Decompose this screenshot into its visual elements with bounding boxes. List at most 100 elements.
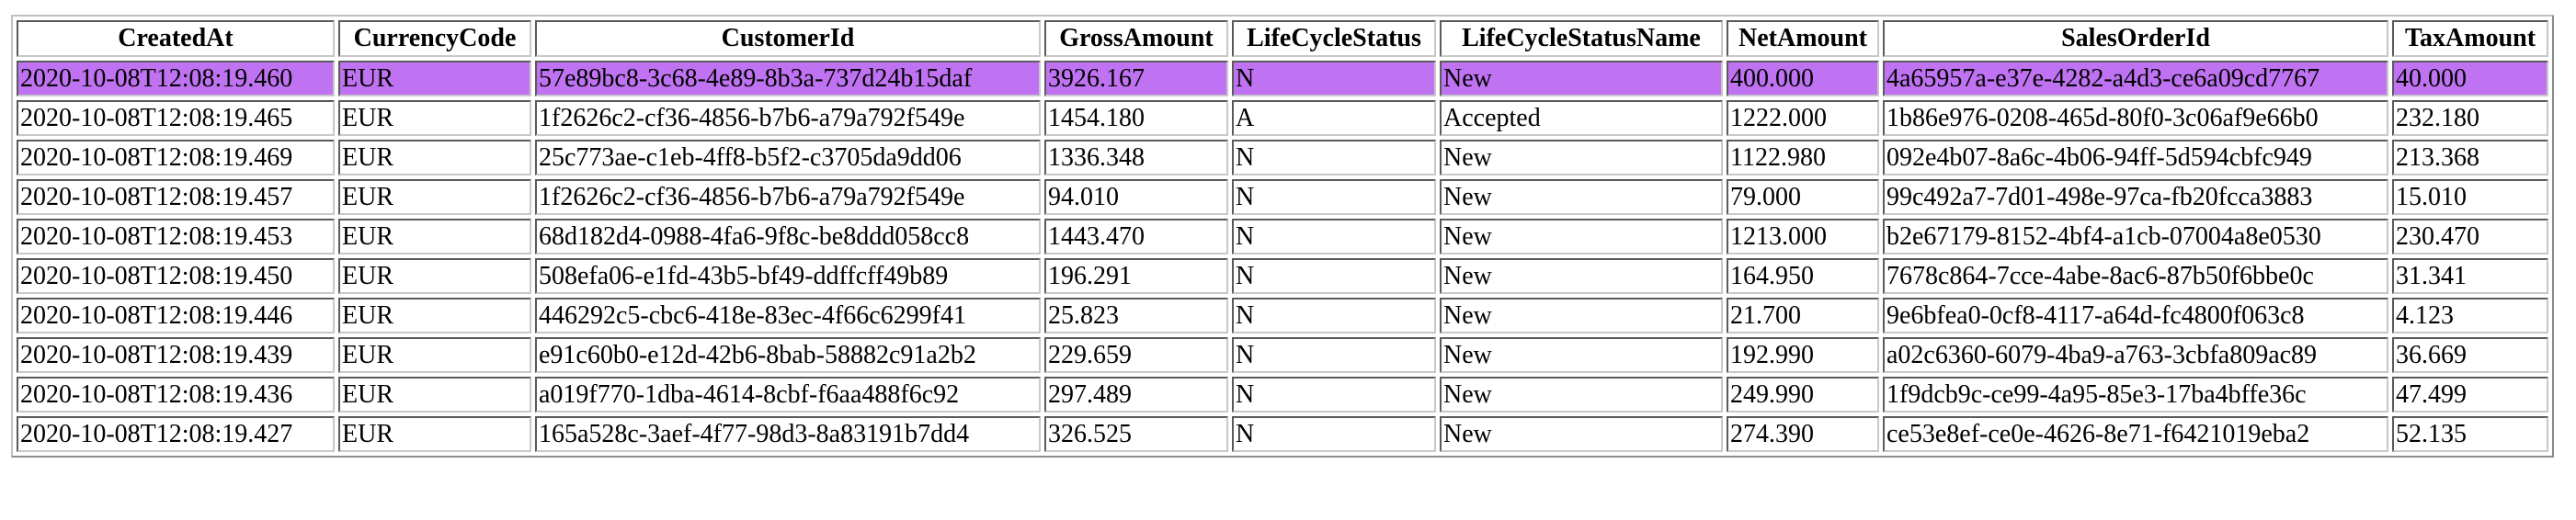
table-row[interactable]: 2020-10-08T12:08:19.439 EUR e91c60b0-e12d-… [17,337,2548,373]
table-row[interactable]: 2020-10-08T12:08:19.450 EUR 508efa06-e1fd-… [17,258,2548,294]
cell-lifecyclestatus[interactable]: N [1232,61,1436,96]
cell-currencycode[interactable]: EUR [338,337,531,373]
cell-grossamount[interactable]: 326.525 [1044,416,1228,452]
cell-lifecyclestatusname[interactable]: New [1440,179,1723,215]
cell-customerid[interactable]: e91c60b0-e12d-42b6-8bab-58882c91a2b2 [535,337,1041,373]
cell-createdat[interactable]: 2020-10-08T12:08:19.439 [17,337,335,373]
cell-customerid[interactable]: 1f2626c2-cf36-4856-b7b6-a79a792f549e [535,100,1041,136]
cell-salesorderid[interactable]: 1b86e976-0208-465d-80f0-3c06af9e66b0 [1883,100,2388,136]
cell-currencycode[interactable]: EUR [338,61,531,96]
cell-salesorderid[interactable]: 1f9dcb9c-ce99-4a95-85e3-17ba4bffe36c [1883,377,2388,413]
cell-grossamount[interactable]: 1454.180 [1044,100,1228,136]
table-row[interactable]: 2020-10-08T12:08:19.465 EUR 1f2626c2-cf36-… [17,100,2548,136]
cell-createdat[interactable]: 2020-10-08T12:08:19.453 [17,219,335,254]
cell-customerid[interactable]: 165a528c-3aef-4f77-98d3-8a83191b7dd4 [535,416,1041,452]
cell-lifecyclestatus[interactable]: N [1232,337,1436,373]
cell-grossamount[interactable]: 229.659 [1044,337,1228,373]
cell-lifecyclestatusname[interactable]: New [1440,298,1723,333]
cell-currencycode[interactable]: EUR [338,298,531,333]
cell-grossamount[interactable]: 3926.167 [1044,61,1228,96]
cell-netamount[interactable]: 1122.980 [1727,140,1879,175]
cell-lifecyclestatusname[interactable]: New [1440,377,1723,413]
cell-salesorderid[interactable]: 4a65957a-e37e-4282-a4d3-ce6a09cd7767 [1883,61,2388,96]
cell-taxamount[interactable]: 232.180 [2392,100,2548,136]
cell-lifecyclestatusname[interactable]: New [1440,258,1723,294]
cell-createdat[interactable]: 2020-10-08T12:08:19.469 [17,140,335,175]
cell-taxamount[interactable]: 4.123 [2392,298,2548,333]
cell-netamount[interactable]: 274.390 [1727,416,1879,452]
cell-taxamount[interactable]: 213.368 [2392,140,2548,175]
cell-lifecyclestatus[interactable]: N [1232,179,1436,215]
cell-createdat[interactable]: 2020-10-08T12:08:19.436 [17,377,335,413]
cell-currencycode[interactable]: EUR [338,377,531,413]
cell-grossamount[interactable]: 297.489 [1044,377,1228,413]
cell-lifecyclestatus[interactable]: N [1232,140,1436,175]
cell-salesorderid[interactable]: 092e4b07-8a6c-4b06-94ff-5d594cbfc949 [1883,140,2388,175]
cell-customerid[interactable]: 446292c5-cbc6-418e-83ec-4f66c6299f41 [535,298,1041,333]
cell-grossamount[interactable]: 25.823 [1044,298,1228,333]
cell-taxamount[interactable]: 15.010 [2392,179,2548,215]
cell-grossamount[interactable]: 94.010 [1044,179,1228,215]
cell-netamount[interactable]: 164.950 [1727,258,1879,294]
column-header-salesorderid[interactable]: SalesOrderId [1883,20,2388,57]
cell-netamount[interactable]: 400.000 [1727,61,1879,96]
table-row[interactable]: 2020-10-08T12:08:19.469 EUR 25c773ae-c1eb-… [17,140,2548,175]
cell-currencycode[interactable]: EUR [338,416,531,452]
cell-createdat[interactable]: 2020-10-08T12:08:19.460 [17,61,335,96]
cell-lifecyclestatusname[interactable]: New [1440,219,1723,254]
cell-lifecyclestatusname[interactable]: New [1440,337,1723,373]
cell-currencycode[interactable]: EUR [338,258,531,294]
cell-salesorderid[interactable]: b2e67179-8152-4bf4-a1cb-07004a8e0530 [1883,219,2388,254]
cell-lifecyclestatus[interactable]: N [1232,219,1436,254]
cell-customerid[interactable]: 1f2626c2-cf36-4856-b7b6-a79a792f549e [535,179,1041,215]
cell-lifecyclestatus[interactable]: N [1232,377,1436,413]
cell-taxamount[interactable]: 52.135 [2392,416,2548,452]
cell-lifecyclestatus[interactable]: A [1232,100,1436,136]
cell-netamount[interactable]: 21.700 [1727,298,1879,333]
cell-customerid[interactable]: 508efa06-e1fd-43b5-bf49-ddffcff49b89 [535,258,1041,294]
cell-lifecyclestatus[interactable]: N [1232,298,1436,333]
cell-currencycode[interactable]: EUR [338,140,531,175]
table-row[interactable]: 2020-10-08T12:08:19.436 EUR a019f770-1dba-… [17,377,2548,413]
cell-lifecyclestatusname[interactable]: New [1440,61,1723,96]
cell-salesorderid[interactable]: 99c492a7-7d01-498e-97ca-fb20fcca3883 [1883,179,2388,215]
column-header-lifecyclestatus[interactable]: LifeCycleStatus [1232,20,1436,57]
column-header-currencycode[interactable]: CurrencyCode [338,20,531,57]
cell-taxamount[interactable]: 230.470 [2392,219,2548,254]
cell-createdat[interactable]: 2020-10-08T12:08:19.465 [17,100,335,136]
column-header-grossamount[interactable]: GrossAmount [1044,20,1228,57]
table-row[interactable]: 2020-10-08T12:08:19.453 EUR 68d182d4-0988-… [17,219,2548,254]
column-header-createdat[interactable]: CreatedAt [17,20,335,57]
cell-taxamount[interactable]: 36.669 [2392,337,2548,373]
cell-netamount[interactable]: 192.990 [1727,337,1879,373]
cell-grossamount[interactable]: 1443.470 [1044,219,1228,254]
cell-taxamount[interactable]: 31.341 [2392,258,2548,294]
cell-lifecyclestatusname[interactable]: New [1440,140,1723,175]
cell-currencycode[interactable]: EUR [338,179,531,215]
table-row[interactable]: 2020-10-08T12:08:19.446 EUR 446292c5-cbc6-… [17,298,2548,333]
cell-salesorderid[interactable]: a02c6360-6079-4ba9-a763-3cbfa809ac89 [1883,337,2388,373]
cell-lifecyclestatusname[interactable]: New [1440,416,1723,452]
cell-createdat[interactable]: 2020-10-08T12:08:19.457 [17,179,335,215]
cell-lifecyclestatus[interactable]: N [1232,258,1436,294]
cell-createdat[interactable]: 2020-10-08T12:08:19.450 [17,258,335,294]
cell-createdat[interactable]: 2020-10-08T12:08:19.427 [17,416,335,452]
cell-customerid[interactable]: 68d182d4-0988-4fa6-9f8c-be8ddd058cc8 [535,219,1041,254]
cell-currencycode[interactable]: EUR [338,219,531,254]
column-header-lifecyclestatusname[interactable]: LifeCycleStatusName [1440,20,1723,57]
cell-netamount[interactable]: 1213.000 [1727,219,1879,254]
cell-customerid[interactable]: 57e89bc8-3c68-4e89-8b3a-737d24b15daf [535,61,1041,96]
cell-grossamount[interactable]: 196.291 [1044,258,1228,294]
cell-customerid[interactable]: 25c773ae-c1eb-4ff8-b5f2-c3705da9dd06 [535,140,1041,175]
column-header-taxamount[interactable]: TaxAmount [2392,20,2548,57]
column-header-netamount[interactable]: NetAmount [1727,20,1879,57]
table-row[interactable]: 2020-10-08T12:08:19.460 EUR 57e89bc8-3c68-… [17,61,2548,96]
cell-lifecyclestatusname[interactable]: Accepted [1440,100,1723,136]
cell-currencycode[interactable]: EUR [338,100,531,136]
cell-netamount[interactable]: 79.000 [1727,179,1879,215]
cell-salesorderid[interactable]: 9e6bfea0-0cf8-4117-a64d-fc4800f063c8 [1883,298,2388,333]
cell-customerid[interactable]: a019f770-1dba-4614-8cbf-f6aa488f6c92 [535,377,1041,413]
cell-lifecyclestatus[interactable]: N [1232,416,1436,452]
cell-netamount[interactable]: 1222.000 [1727,100,1879,136]
cell-createdat[interactable]: 2020-10-08T12:08:19.446 [17,298,335,333]
